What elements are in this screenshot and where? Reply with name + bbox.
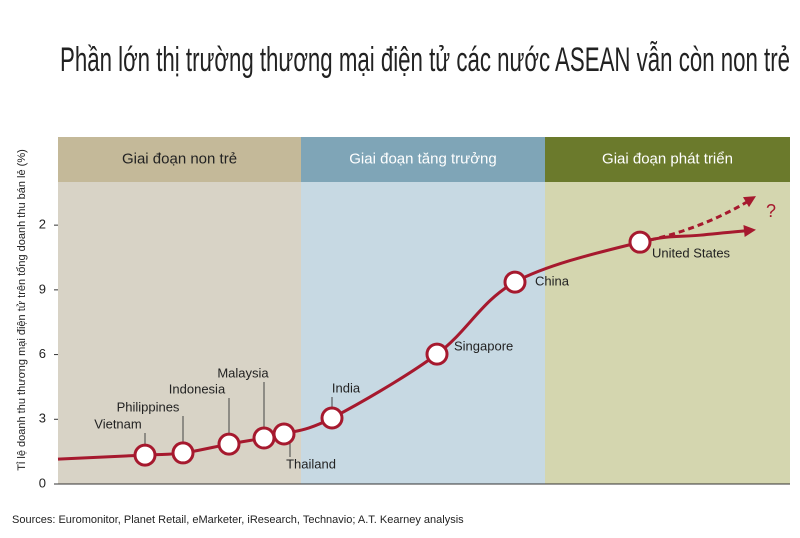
- source-note: Sources: Euromonitor, Planet Retail, eMa…: [12, 514, 464, 526]
- point-label: Indonesia: [169, 381, 226, 396]
- data-point: [425, 342, 449, 366]
- data-point: [503, 270, 527, 294]
- point-label: Thailand: [286, 456, 336, 471]
- phase-header: [58, 137, 301, 182]
- point-label: Vietnam: [94, 416, 141, 431]
- phase-body: [301, 182, 545, 484]
- point-label: India: [332, 380, 361, 395]
- y-tick-label: 9: [39, 281, 46, 296]
- future-label: ?: [766, 201, 776, 221]
- phase-label: Giai đoạn non trẻ: [122, 150, 237, 167]
- y-tick-label: 2: [39, 217, 46, 232]
- y-tick-label: 6: [39, 346, 46, 361]
- phase-label: Giai đoạn phát triển: [602, 150, 733, 167]
- data-point: [628, 230, 652, 254]
- phase-label: Giai đoạn tăng trưởng: [349, 150, 496, 167]
- data-point: [252, 426, 276, 450]
- future-curve: [639, 198, 751, 244]
- phase-header: [301, 137, 545, 182]
- y-axis-label: Tỉ lệ doanh thu thương mại điện tử trên …: [16, 149, 28, 471]
- phase-header: [545, 137, 790, 182]
- y-tick-label: 3: [39, 411, 46, 426]
- point-label: China: [535, 273, 570, 288]
- point-label: Philippines: [117, 399, 180, 414]
- data-point: [272, 422, 296, 446]
- data-point: [171, 441, 195, 465]
- chart-title: Phần lớn thị trường thương mại điện tử c…: [60, 41, 790, 79]
- data-point: [133, 443, 157, 467]
- point-label: United States: [652, 245, 731, 260]
- y-tick-label: 0: [39, 475, 46, 490]
- point-label: Malaysia: [217, 365, 269, 380]
- phase-body: [545, 182, 790, 484]
- data-point: [217, 432, 241, 456]
- arrow-head: [743, 225, 756, 237]
- data-point: [320, 406, 344, 430]
- point-label: Singapore: [454, 338, 513, 353]
- future-arrow-head: [743, 196, 756, 208]
